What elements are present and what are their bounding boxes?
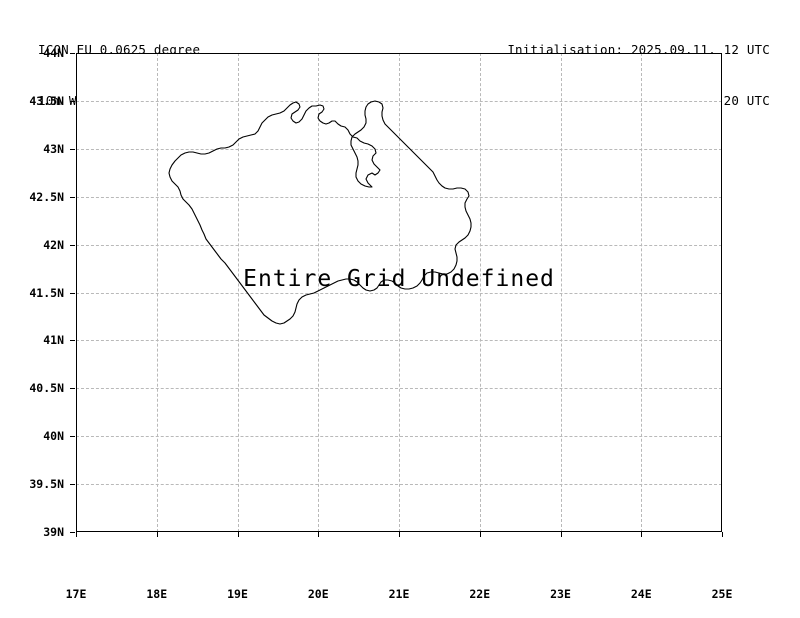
x-axis-tick <box>479 532 481 537</box>
y-axis-tick <box>70 148 75 150</box>
x-axis-tick <box>76 532 77 537</box>
y-axis-tick <box>70 244 75 246</box>
map-plot-area: Entire Grid Undefined 17E 18E 19E 20E 21E 22E… <box>29 46 732 601</box>
y-axis-label: 40N <box>43 429 64 444</box>
y-axis-tick <box>70 100 75 102</box>
y-axis-tick <box>70 532 75 533</box>
y-axis-label: 42N <box>43 237 64 252</box>
y-axis-label: 43N <box>43 141 64 156</box>
entire-grid-undefined-message: Entire Grid Undefined <box>243 266 555 292</box>
gridline-horizontal <box>76 388 722 390</box>
gridline-horizontal <box>76 196 722 198</box>
gridline-horizontal <box>76 436 722 438</box>
y-axis-tick <box>70 436 75 438</box>
x-axis-label: 24E <box>630 587 652 601</box>
x-axis-label: 23E <box>550 587 571 601</box>
x-axis-label: 22E <box>469 587 491 601</box>
x-axis-label: 17E <box>65 587 87 601</box>
y-axis-tick <box>70 196 75 198</box>
kosovo-border-outline <box>168 100 472 325</box>
y-axis-tick <box>70 388 75 390</box>
x-axis-tick <box>156 532 158 537</box>
y-axis-label: 42.5N <box>29 189 64 204</box>
y-axis-label: 41N <box>43 333 64 348</box>
gridline-horizontal <box>76 484 722 486</box>
gridline-horizontal <box>76 148 722 150</box>
y-axis-label: 44N <box>43 46 64 60</box>
y-axis-tick <box>70 484 75 486</box>
y-axis-label: 39N <box>43 525 64 539</box>
gridline-horizontal <box>76 292 722 294</box>
x-axis-label: 20E <box>307 587 329 601</box>
x-axis-tick <box>399 532 400 537</box>
x-axis-tick <box>722 532 723 537</box>
y-axis-label: 43.5N <box>29 93 64 108</box>
y-axis-tick <box>70 292 75 294</box>
x-axis-tick <box>641 532 643 537</box>
x-axis-label: 19E <box>227 587 248 601</box>
x-axis-tick <box>560 532 562 537</box>
y-axis-label: 41.5N <box>29 285 64 300</box>
gridline-horizontal <box>76 100 722 102</box>
x-axis-label: 25E <box>711 587 733 601</box>
y-axis-tick <box>70 53 75 54</box>
x-axis-tick <box>318 532 320 537</box>
y-axis-tick <box>70 340 75 342</box>
y-axis-label: 40.5N <box>29 381 64 396</box>
y-axis-label: 39.5N <box>29 477 64 492</box>
x-axis-label: 18E <box>146 587 168 601</box>
gridline-horizontal <box>76 244 722 246</box>
x-axis-label: 21E <box>388 587 410 601</box>
gridline-horizontal <box>76 340 722 342</box>
x-axis-tick <box>237 532 239 537</box>
